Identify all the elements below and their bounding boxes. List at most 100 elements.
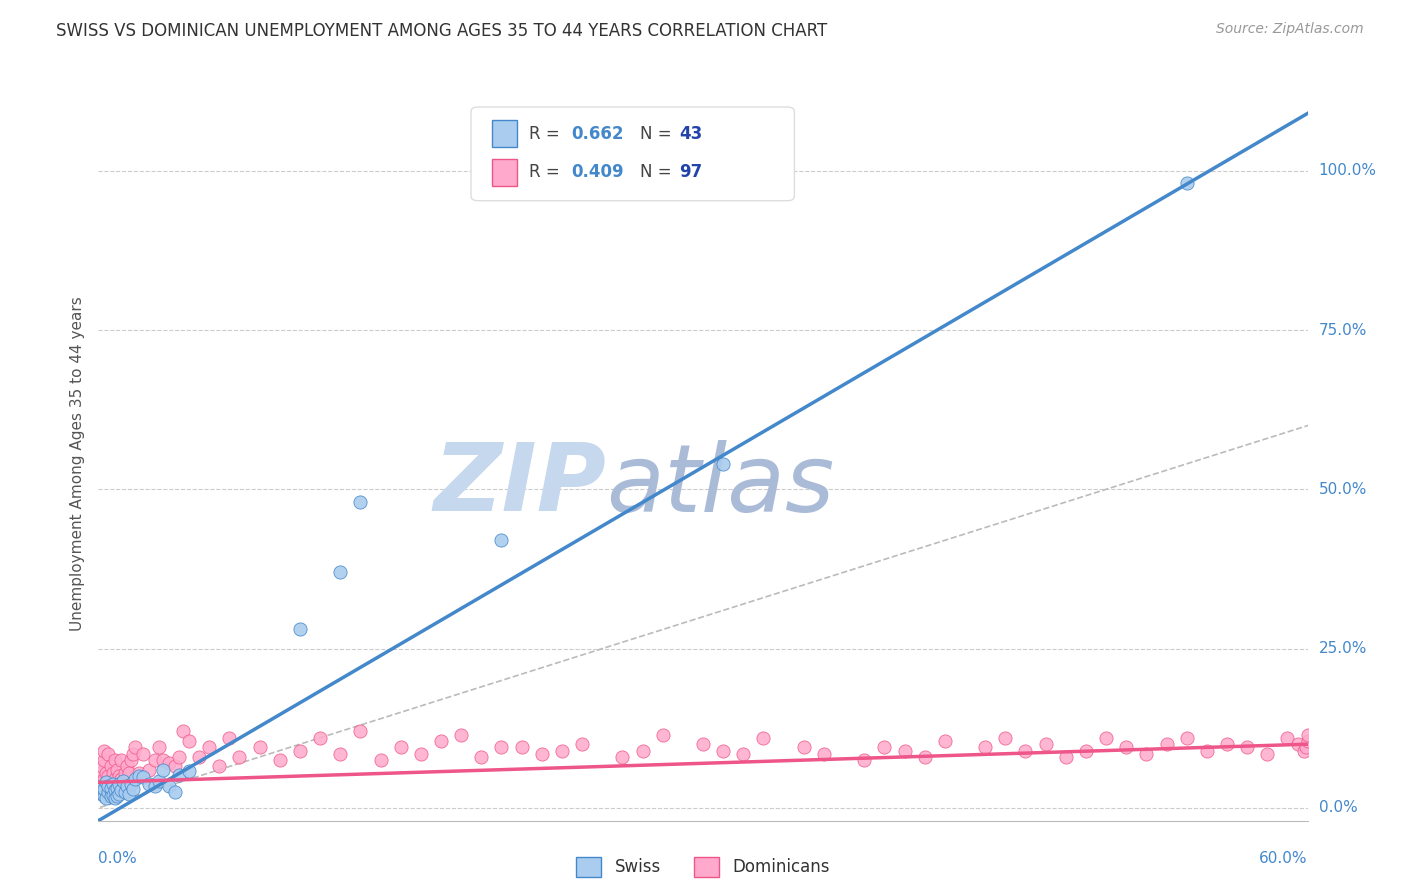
- Point: [631, 743, 654, 757]
- Point: [1175, 731, 1198, 745]
- Point: [470, 750, 492, 764]
- Point: [349, 724, 371, 739]
- Point: [177, 734, 201, 748]
- Point: [107, 769, 129, 783]
- Text: R =: R =: [529, 125, 565, 143]
- Point: [1296, 734, 1319, 748]
- Point: [329, 565, 352, 579]
- Point: [177, 764, 201, 778]
- Point: [269, 753, 291, 767]
- Point: [124, 740, 146, 755]
- Point: [530, 747, 553, 761]
- Point: [309, 731, 332, 745]
- Point: [163, 785, 186, 799]
- Point: [143, 753, 166, 767]
- Point: [121, 747, 143, 761]
- Point: [711, 743, 734, 757]
- Point: [110, 772, 132, 787]
- Point: [288, 743, 311, 757]
- Point: [157, 779, 180, 793]
- Point: [409, 747, 432, 761]
- Point: [148, 740, 170, 755]
- Point: [93, 781, 115, 796]
- Text: 0.409: 0.409: [571, 163, 623, 181]
- Point: [143, 779, 166, 793]
- Point: [89, 765, 111, 780]
- Y-axis label: Unemployment Among Ages 35 to 44 years: Unemployment Among Ages 35 to 44 years: [69, 296, 84, 632]
- Text: 100.0%: 100.0%: [1319, 163, 1376, 178]
- Point: [752, 731, 775, 745]
- Point: [1135, 747, 1157, 761]
- Point: [97, 779, 120, 793]
- Point: [105, 763, 128, 777]
- Point: [1035, 737, 1057, 751]
- Text: N =: N =: [640, 163, 676, 181]
- Point: [91, 787, 114, 801]
- Point: [114, 765, 136, 780]
- Point: [491, 740, 513, 755]
- Point: [873, 740, 896, 755]
- Text: 75.0%: 75.0%: [1319, 323, 1367, 337]
- Point: [100, 759, 122, 773]
- Point: [1295, 740, 1317, 755]
- Point: [1236, 740, 1258, 755]
- Point: [1074, 743, 1097, 757]
- Text: 43: 43: [679, 125, 703, 143]
- Point: [288, 623, 311, 637]
- Point: [132, 770, 155, 784]
- Point: [249, 740, 271, 755]
- Text: N =: N =: [640, 125, 676, 143]
- Point: [124, 772, 146, 787]
- Point: [370, 753, 392, 767]
- Point: [1296, 728, 1319, 742]
- Point: [491, 533, 513, 548]
- Point: [115, 759, 138, 773]
- Point: [132, 747, 155, 761]
- Point: [228, 750, 250, 764]
- Point: [692, 737, 714, 751]
- Point: [163, 759, 186, 773]
- Point: [172, 724, 194, 739]
- Point: [97, 785, 120, 799]
- Point: [101, 785, 124, 799]
- Text: 60.0%: 60.0%: [1260, 851, 1308, 866]
- Point: [893, 743, 915, 757]
- Point: [110, 783, 132, 797]
- Legend: Swiss, Dominicans: Swiss, Dominicans: [569, 850, 837, 884]
- Text: 0.0%: 0.0%: [98, 851, 138, 866]
- Point: [110, 753, 132, 767]
- Point: [103, 753, 125, 767]
- Point: [105, 780, 128, 795]
- Point: [93, 772, 115, 787]
- Point: [1256, 747, 1278, 761]
- Point: [198, 740, 221, 755]
- Point: [430, 734, 453, 748]
- Point: [97, 769, 120, 783]
- Point: [105, 789, 128, 804]
- Point: [103, 791, 125, 805]
- Point: [329, 747, 352, 761]
- Point: [96, 781, 118, 796]
- Point: [1175, 177, 1198, 191]
- Point: [1054, 750, 1077, 764]
- Text: 0.662: 0.662: [571, 125, 623, 143]
- Point: [121, 781, 143, 796]
- Point: [91, 779, 114, 793]
- Point: [96, 775, 118, 789]
- Point: [148, 774, 170, 789]
- Point: [167, 768, 190, 782]
- Point: [389, 740, 412, 755]
- Point: [853, 753, 876, 767]
- Point: [1292, 743, 1315, 757]
- Point: [450, 728, 472, 742]
- Point: [1095, 731, 1118, 745]
- Point: [105, 779, 128, 793]
- Point: [89, 783, 111, 797]
- Point: [349, 495, 371, 509]
- Point: [93, 789, 115, 804]
- Point: [100, 779, 122, 793]
- Point: [1216, 737, 1239, 751]
- Point: [551, 743, 574, 757]
- Text: 25.0%: 25.0%: [1319, 641, 1367, 657]
- Point: [101, 765, 124, 780]
